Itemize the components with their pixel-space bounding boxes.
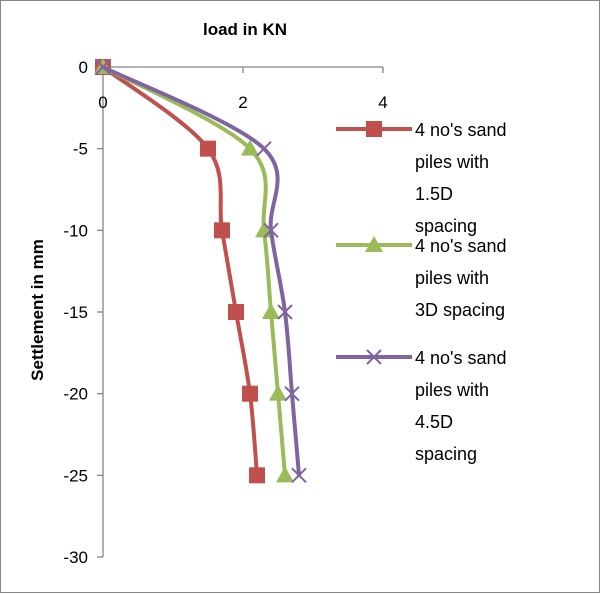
legend-label: piles with	[415, 380, 489, 400]
axes: 0 -5 -10 -15 -20 -25 -30 0 2 4	[63, 58, 387, 567]
legend-label: 4 no's sand	[415, 348, 507, 368]
y-tick-label: -15	[63, 303, 88, 322]
series-2	[94, 58, 294, 483]
data-point	[284, 385, 300, 402]
x-tick-label: 2	[238, 93, 247, 112]
legend-label: 4.5D	[415, 412, 453, 432]
legend-label: spacing	[415, 444, 477, 464]
data-point	[242, 385, 258, 402]
data-point	[277, 304, 293, 320]
y-tick-label: -10	[63, 221, 88, 240]
data-point	[214, 222, 230, 239]
legend-marker	[366, 121, 382, 137]
x-tick-label: 0	[98, 93, 107, 112]
y-tick-label: -5	[73, 140, 88, 159]
series-1	[95, 59, 265, 484]
x-marker-stroke	[284, 385, 300, 402]
legend-label: 4 no's sand	[415, 120, 507, 140]
y-tick-label: 0	[79, 58, 88, 77]
x-marker-stroke	[263, 222, 279, 239]
y-axis-label: Settlement in mm	[28, 239, 47, 381]
legend-label: 3D spacing	[415, 300, 505, 320]
data-point	[262, 303, 280, 319]
y-tick-label: -30	[63, 548, 88, 567]
legend-entry-2: 4 no's sand piles with 3D spacing	[336, 236, 507, 320]
data-point	[269, 384, 287, 401]
legend-marker	[365, 236, 383, 252]
x-marker-stroke	[256, 140, 272, 157]
legend-label: 1.5D	[415, 184, 453, 204]
data-point	[249, 467, 265, 484]
legend-entry-3: 4 no's sand piles with 4.5D spacing	[336, 348, 507, 464]
x-marker-stroke	[277, 304, 293, 320]
x-marker-stroke	[291, 467, 307, 484]
x-tick-label: 4	[378, 93, 387, 112]
chart-title: load in KN	[203, 20, 287, 39]
data-point	[200, 140, 216, 157]
data-point	[276, 466, 294, 483]
data-point	[291, 467, 307, 484]
legend-label: piles with	[415, 152, 489, 172]
data-point	[228, 304, 244, 320]
y-tick-label: -25	[63, 466, 88, 485]
series-layer	[94, 58, 307, 484]
legend-label: piles with	[415, 268, 489, 288]
y-tick-label: -20	[63, 385, 88, 404]
series-line	[101, 65, 287, 478]
data-point	[256, 140, 272, 157]
legend-label: spacing	[415, 216, 477, 236]
x-marker-stroke	[95, 59, 111, 75]
data-point	[241, 139, 259, 156]
x-marker-stroke	[366, 349, 382, 365]
series-3	[95, 59, 307, 484]
legend-marker	[366, 349, 382, 365]
legend-label: 4 no's sand	[415, 236, 507, 256]
data-point	[263, 222, 279, 239]
data-point	[95, 59, 111, 75]
legend-entry-1: 4 no's sand piles with 1.5D spacing	[336, 120, 507, 236]
